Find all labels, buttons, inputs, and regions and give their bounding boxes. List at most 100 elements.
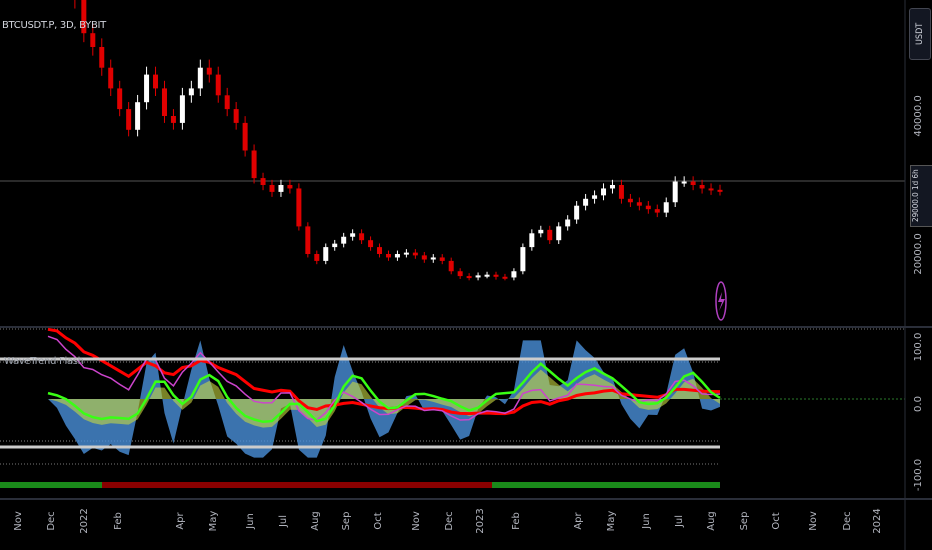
- candle-body: [592, 195, 598, 199]
- candle-body: [556, 226, 562, 241]
- candle-body: [717, 189, 723, 192]
- countdown-value: 1d 6h: [911, 169, 920, 191]
- candle-body: [332, 243, 338, 248]
- candle-body: [654, 209, 660, 213]
- time-tick-label: May: [208, 511, 219, 532]
- time-tick-label: Aug: [706, 511, 717, 531]
- time-tick-label: Jun: [245, 513, 256, 530]
- time-tick-label: Feb: [511, 512, 522, 530]
- candle-body: [609, 185, 615, 189]
- candle-body: [538, 229, 544, 234]
- fast-line: [47, 362, 721, 424]
- time-tick-label: Sep: [341, 512, 352, 531]
- price-tick-label: 20000.0: [913, 233, 924, 274]
- candle-body: [529, 233, 535, 248]
- candle-body: [699, 185, 705, 189]
- trend-bar-green-1: [0, 482, 102, 488]
- candle-body: [520, 247, 526, 272]
- symbol-title[interactable]: BTCUSDT.P, 3D, BYBIT: [2, 20, 106, 31]
- candle-body: [305, 226, 311, 254]
- currency-button[interactable]: USDT: [909, 8, 931, 60]
- candle-body: [215, 74, 221, 96]
- candle-body: [188, 88, 194, 96]
- candle-body: [574, 205, 580, 220]
- candle-body: [99, 47, 105, 68]
- candle-body: [708, 188, 714, 191]
- time-tick-label: Apr: [175, 511, 186, 529]
- candle-body: [135, 102, 141, 130]
- candles: [74, 0, 723, 281]
- candle-body: [81, 0, 87, 34]
- candle-body: [206, 67, 212, 75]
- candle-body: [323, 247, 329, 261]
- candle-body: [368, 240, 374, 248]
- fast-area: [48, 369, 720, 428]
- candle-body: [179, 95, 185, 123]
- candle-body: [170, 116, 176, 123]
- price-pane: [0, 0, 905, 321]
- time-tick-label: Oct: [373, 512, 384, 529]
- candle-body: [117, 88, 123, 110]
- time-axis[interactable]: Nov Dec 2022 Feb Apr May Jun Jul Aug Sep Oct Nov Dec…: [13, 508, 883, 533]
- candle-body: [153, 74, 159, 89]
- candle-body: [618, 185, 624, 199]
- candle-body: [493, 274, 499, 277]
- candle-body: [385, 254, 391, 258]
- indicator-tick-label: 100.0: [913, 333, 924, 362]
- time-tick-label: Jul: [278, 515, 289, 528]
- time-tick-label: Oct: [771, 512, 782, 529]
- candle-body: [287, 185, 293, 189]
- indicator-pane: [0, 327, 905, 488]
- time-tick-label: Dec: [842, 511, 853, 530]
- candle-body: [448, 260, 454, 272]
- indicator-title[interactable]: WaveTrend Flash: [4, 356, 84, 367]
- time-tick-label: 2022: [79, 508, 90, 533]
- candle-body: [350, 233, 356, 237]
- candle-body: [547, 229, 553, 241]
- current-price-value: 29000.0: [911, 192, 920, 223]
- price-tick-label: 40000.0: [913, 95, 924, 136]
- candle-body: [672, 181, 678, 203]
- time-tick-label: Feb: [113, 512, 124, 530]
- candle-body: [359, 233, 365, 241]
- candle-body: [439, 257, 445, 261]
- indicator-tick-label: -100.0: [913, 459, 924, 491]
- time-tick-label: Nov: [13, 511, 24, 531]
- time-tick-label: Dec: [46, 511, 57, 530]
- candle-body: [251, 150, 257, 179]
- candle-body: [484, 274, 490, 277]
- indicator-tick-label: 0.0: [913, 396, 924, 412]
- oscillator: [47, 327, 721, 458]
- time-tick-label: Nov: [808, 511, 819, 531]
- candle-body: [224, 95, 230, 110]
- candle-body: [108, 67, 114, 89]
- candle-body: [260, 178, 266, 185]
- candle-body: [681, 181, 687, 184]
- time-tick-label: Nov: [411, 511, 422, 531]
- indicator-axis[interactable]: 100.0 0.0 -100.0: [913, 333, 924, 491]
- candle-body: [90, 33, 96, 47]
- candle-body: [144, 74, 150, 103]
- time-tick-label: Jul: [674, 515, 685, 528]
- price-axis[interactable]: 40000.0 20000.0: [913, 95, 924, 274]
- purple-line: [47, 335, 721, 421]
- candle-body: [511, 271, 517, 278]
- candle-body: [583, 198, 589, 206]
- candle-body: [197, 67, 203, 89]
- candle-body: [394, 254, 400, 258]
- time-tick-label: May: [606, 511, 617, 532]
- current-price-label: 29000.0 1d 6h: [910, 165, 932, 227]
- candle-body: [645, 205, 651, 210]
- candle-body: [242, 122, 248, 151]
- candle-body: [690, 181, 696, 185]
- lightning-icon[interactable]: [715, 281, 727, 321]
- candle-body: [663, 202, 669, 213]
- candle-body: [421, 255, 427, 260]
- candle-body: [457, 271, 463, 277]
- candle-body: [126, 109, 132, 130]
- candle-body: [627, 198, 633, 203]
- candle-body: [341, 236, 347, 244]
- candle-body: [636, 202, 642, 206]
- trend-bar-green-2: [492, 482, 720, 488]
